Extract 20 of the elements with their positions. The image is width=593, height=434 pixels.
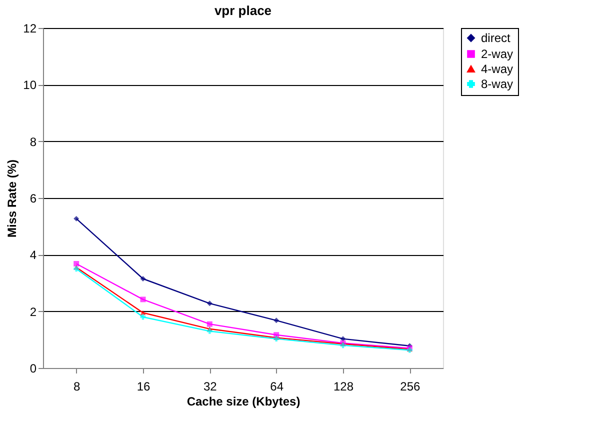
legend-label: 2-way bbox=[481, 47, 514, 61]
x-tick-label: 128 bbox=[333, 380, 354, 394]
x-axis-title: Cache size (Kbytes) bbox=[186, 394, 300, 408]
y-tick-label: 12 bbox=[23, 22, 37, 36]
legend-label: direct bbox=[481, 31, 512, 45]
y-tick-label: 0 bbox=[30, 362, 37, 376]
x-tick-label: 32 bbox=[203, 380, 218, 394]
x-tick-label: 64 bbox=[270, 380, 284, 394]
y-tick-label: 10 bbox=[23, 78, 37, 92]
chart-title: vpr place bbox=[214, 3, 272, 18]
y-axis-title: Miss Rate (%) bbox=[5, 159, 20, 238]
x-tick-label: 8 bbox=[73, 380, 80, 394]
y-tick-label: 2 bbox=[30, 304, 37, 319]
y-tick-label: 8 bbox=[30, 134, 37, 149]
x-tick-label: 16 bbox=[136, 380, 150, 394]
y-tick-label: 4 bbox=[30, 248, 37, 262]
y-tick-label: 6 bbox=[30, 192, 37, 206]
x-tick-label: 256 bbox=[400, 380, 420, 394]
legend-label: 8-way bbox=[481, 77, 514, 91]
legend-label: 4-way bbox=[481, 62, 514, 76]
